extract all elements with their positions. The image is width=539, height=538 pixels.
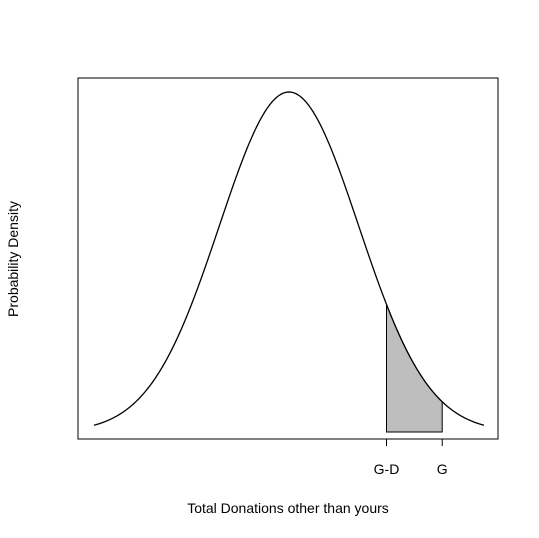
density-curve <box>93 91 485 426</box>
x-tick-label: G <box>437 461 448 477</box>
x-axis-title: Total Donations other than yours <box>187 500 389 516</box>
y-axis-title: Probability Density <box>5 201 21 317</box>
x-tick-label: G-D <box>374 461 400 477</box>
plot-frame <box>77 77 499 440</box>
x-axis: G-D G <box>374 438 448 477</box>
